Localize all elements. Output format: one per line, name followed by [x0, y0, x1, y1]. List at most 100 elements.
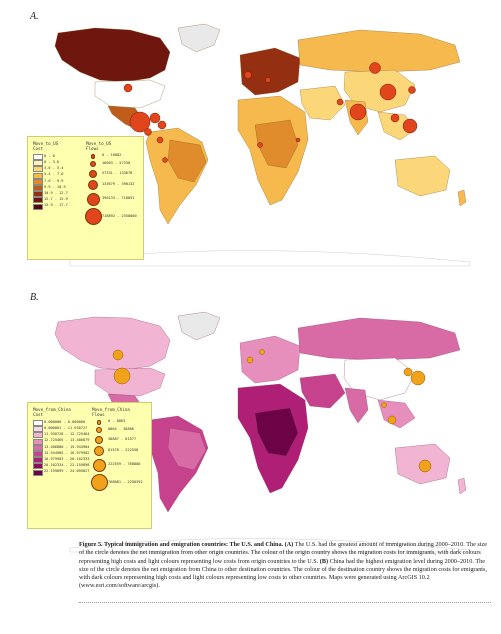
flow-circle-korea-b	[403, 367, 413, 377]
legend-cost-swatch	[33, 469, 43, 476]
legend-panel-b: Move_from_China Cost Move_from_China Flo…	[27, 402, 152, 529]
flow-circle-japan	[410, 370, 426, 386]
legend-flow-circle	[92, 458, 106, 472]
legend-flow-label: 81578 - 222558	[108, 448, 139, 452]
map-a-nz	[457, 189, 467, 207]
panel-b-label: B.	[30, 292, 39, 303]
legend-cost-swatch	[33, 457, 43, 464]
flow-circle-caribbean-2	[157, 120, 167, 130]
flow-circle-pakistan	[336, 98, 344, 106]
map-a-canada	[54, 27, 171, 83]
legend-cost-label: 13.406880 - 15.944984	[44, 444, 90, 449]
flow-circle-uk	[244, 71, 252, 79]
legend-cost-swatch	[33, 463, 43, 470]
legend-flow-circle	[89, 169, 97, 178]
map-b-middle-east	[299, 373, 346, 409]
flow-circle-philippines	[402, 118, 418, 134]
legend-cost-swatch	[33, 197, 43, 204]
legend-flow-circle	[84, 208, 102, 225]
map-b-canada	[54, 316, 171, 371]
legend-flow-circle	[90, 161, 96, 167]
legend-flow-label: 8864 - 38886	[108, 427, 134, 431]
legend-cost-swatch	[33, 166, 43, 173]
legend-flow-circle	[88, 180, 98, 190]
map-a-flow-circles	[123, 62, 418, 163]
flow-circle-vietnam	[390, 113, 400, 123]
flow-circle-central-am	[144, 128, 152, 136]
map-b-russia	[297, 317, 461, 361]
legend-cost-swatch	[33, 420, 43, 426]
legend-flow-label: 768881 - 2256392	[108, 479, 143, 484]
flow-circle-russia	[369, 62, 381, 74]
flow-circle-europe	[265, 77, 271, 83]
legend-flow-circle	[96, 427, 102, 433]
legend-cost-swatch	[33, 432, 43, 439]
legend-cost-label: 9.9 - 10.9	[44, 184, 66, 189]
map-b-central-africa	[254, 407, 299, 457]
legend-cost-label: 15.9 - 17.7	[44, 203, 68, 208]
legend-b-flow-title: Move_from_China Flows	[92, 407, 130, 417]
legend-cost-label: 12.725465 - 13.406879	[44, 438, 90, 443]
flow-circle-china	[379, 83, 397, 101]
legend-cost-label: 10.9 - 12.7	[44, 190, 68, 195]
legend-cost-swatch	[33, 185, 43, 191]
legend-cost-swatch	[33, 172, 43, 179]
map-a-greenland	[177, 23, 221, 53]
flow-circle-india	[349, 103, 367, 121]
legend-a-flow-title: Move_to_US Flows	[86, 141, 112, 151]
legend-flow-label: 222559 - 768880	[108, 462, 141, 466]
legend-cost-label: 15.944985 - 16.979902	[44, 450, 90, 455]
flow-circle-uk-b	[246, 356, 254, 364]
legend-b-cost-title: Move_from_China Cost	[33, 407, 71, 417]
map-b-europe	[239, 335, 301, 384]
flow-circle-nigeria	[257, 142, 263, 148]
map-b-landmasses	[54, 311, 471, 553]
legend-cost-swatch	[33, 154, 43, 160]
flow-circle-ethiopia	[295, 137, 301, 143]
flow-circle-usa	[113, 367, 131, 385]
legend-flow-label: 133679 - 390132	[102, 182, 135, 186]
map-a-se-asia	[377, 111, 416, 141]
flow-circle-caribbean-1	[149, 112, 161, 124]
legend-flow-circle	[95, 435, 103, 444]
caption-divider	[79, 602, 491, 603]
legend-cost-swatch	[33, 191, 43, 198]
flow-circle-mexico	[129, 111, 151, 133]
map-a-brazil	[167, 139, 207, 183]
map-b-antarctica	[69, 538, 471, 553]
legend-cost-swatch	[33, 451, 43, 457]
flow-circle-korea	[408, 86, 416, 94]
legend-flow-label: 0 - 16082	[102, 153, 122, 158]
legend-cost-label: 0.000001 - 11.930727	[44, 425, 88, 430]
map-a-landmasses	[54, 23, 471, 267]
legend-flow-circle	[90, 474, 108, 491]
legend-flow-circle	[96, 420, 102, 425]
map-b-brazil	[167, 427, 207, 471]
caption-marker-a: (A)	[284, 541, 294, 548]
map-b-nz	[457, 477, 467, 495]
flow-circle-singapore	[387, 415, 397, 425]
map-b-flow-circles	[112, 349, 432, 473]
flow-circle-canada	[123, 83, 133, 93]
flow-circle-peru	[162, 157, 168, 163]
legend-cost-label: 3.6 - 5.4	[44, 166, 64, 171]
legend-cost-label: 22.159899 - 24.095827	[44, 469, 90, 474]
legend-cost-label: 16.979903 - 20.102333	[44, 456, 90, 461]
legend-cost-swatch	[33, 444, 43, 451]
map-b-india	[344, 387, 369, 424]
flow-circle-colombia	[156, 136, 164, 144]
legend-flow-label: 38887 - 81577	[108, 436, 137, 441]
legend-cost-swatch	[33, 160, 43, 167]
caption-heading: Figure 5. Typical immigration and emigra…	[79, 541, 284, 548]
flow-circle-europe-b	[259, 349, 265, 355]
legend-flow-circle	[90, 154, 96, 159]
legend-cost-swatch	[33, 203, 43, 210]
legend-a-cost-title: Move_to_US Cost	[33, 141, 59, 151]
caption-marker-b: (B)	[319, 557, 329, 565]
legend-cost-label: 0 - 0	[44, 153, 55, 158]
caption-text-b: China had the highest emigration level d…	[79, 557, 487, 590]
legend-cost-swatch	[33, 178, 43, 185]
legend-panel-a: Move_to_US Cost Move_to_US Flows 0 - 0 0 …	[27, 136, 144, 260]
